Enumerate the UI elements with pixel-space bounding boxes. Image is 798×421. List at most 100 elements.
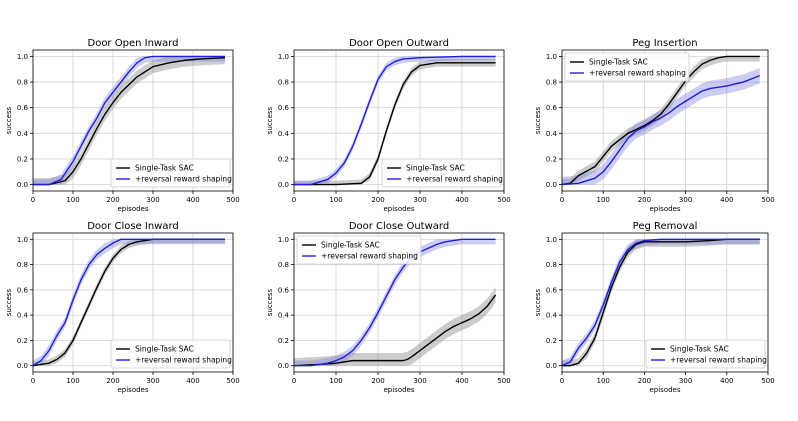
chart-panel-6: 0 100 200 300 400 500 0.0 0.2 0.4 0.6 0.8 1.0 Peg Re…: [534, 221, 775, 394]
y-tick-label: 0.8: [278, 261, 289, 269]
x-axis-label: episodes: [117, 386, 148, 394]
x-tick-label: 400: [455, 377, 468, 385]
chart-panel-4: 0 100 200 300 400 500 0.0 0.2 0.4 0.6 0.8 1.0 Door C…: [5, 221, 240, 394]
y-tick-label: 0.4: [278, 130, 290, 138]
series-line-1: [294, 62, 496, 186]
x-tick-label: 0: [560, 377, 564, 385]
series-band-2: [562, 67, 760, 185]
x-tick-label: 200: [638, 196, 651, 204]
chart-title: Door Open Outward: [349, 38, 449, 49]
legend: Single-Task SAC +reversal reward shaping: [645, 339, 767, 369]
legend-box: [110, 339, 231, 369]
y-tick-label: 0.6: [546, 104, 558, 112]
x-tick-label: 200: [371, 377, 384, 385]
y-tick-label: 0.8: [17, 79, 28, 87]
x-tick-label: 400: [720, 377, 733, 385]
x-tick-label: 300: [146, 196, 159, 204]
legend-label-2: +reversal reward shaping: [670, 356, 767, 365]
legend: Single-Task SAC +reversal reward shaping: [381, 158, 503, 188]
series-line-2: [33, 55, 225, 186]
x-tick-label: 300: [413, 196, 426, 204]
x-tick-label: 400: [186, 377, 199, 385]
series-line-1: [33, 56, 226, 186]
chart-title: Door Close Inward: [87, 221, 179, 232]
x-tick-label: 400: [455, 196, 468, 204]
plot-frame: [561, 49, 769, 192]
chart-title: Peg Insertion: [632, 38, 697, 49]
series-band-1: [562, 56, 760, 185]
y-tick-label: 0.6: [546, 286, 558, 294]
legend-label-1: Single-Task SAC: [670, 345, 729, 354]
legend-label-1: Single-Task SAC: [321, 241, 380, 250]
y-tick-label: 0.8: [546, 79, 557, 87]
y-tick-label: 0.2: [17, 155, 28, 163]
series-line-2: [294, 238, 496, 367]
x-tick-label: 200: [106, 196, 119, 204]
legend-label-2: +reversal reward shaping: [406, 175, 503, 184]
legend-box: [296, 235, 422, 265]
chart-panel-3: 0 100 200 300 400 500 0.0 0.2 0.4 0.6 0.8 1.0 Peg In…: [534, 38, 775, 213]
legend: Single-Task SAC +reversal reward shaping: [564, 52, 690, 82]
x-tick-label: 300: [679, 196, 692, 204]
plot-frame: [32, 49, 234, 192]
y-tick-label: 1.0: [17, 236, 28, 244]
y-tick-label: 0.2: [546, 337, 557, 345]
x-axis-label: episodes: [649, 205, 680, 213]
legend-box: [381, 158, 502, 188]
y-tick-label: 0.8: [17, 261, 28, 269]
x-tick-label: 100: [329, 377, 342, 385]
y-tick-label: 0.8: [278, 79, 289, 87]
x-tick-label: 500: [761, 377, 774, 385]
x-tick-label: 200: [371, 196, 384, 204]
y-tick-label: 0.4: [17, 312, 29, 320]
legend-label-1: Single-Task SAC: [135, 345, 194, 354]
y-tick-label: 0.0: [278, 362, 289, 370]
chart-panel-2: 0 100 200 300 400 500 0.0 0.2 0.4 0.6 0.8 1.0 Door O…: [266, 38, 511, 213]
y-tick-label: 0.0: [546, 181, 557, 189]
y-tick-label: 0.6: [17, 104, 29, 112]
legend-box: [110, 158, 231, 188]
x-axis-label: episodes: [383, 205, 414, 213]
y-axis-label: success: [5, 288, 13, 316]
legend-label-1: Single-Task SAC: [589, 58, 648, 67]
chart-title: Door Close Outward: [349, 221, 449, 232]
chart-title: Peg Removal: [633, 221, 698, 232]
x-tick-label: 500: [226, 377, 239, 385]
series-line-2: [561, 238, 760, 367]
legend-label-1: Single-Task SAC: [406, 164, 465, 173]
legend-label-2: +reversal reward shaping: [135, 175, 232, 184]
legend: Single-Task SAC +reversal reward shaping: [110, 158, 232, 188]
x-tick-label: 200: [638, 377, 651, 385]
chart-title: Door Open Inward: [88, 38, 179, 49]
legend-label-2: +reversal reward shaping: [135, 356, 232, 365]
legend-label-2: +reversal reward shaping: [321, 252, 418, 261]
x-tick-label: 300: [413, 377, 426, 385]
plot-frame: [293, 49, 505, 192]
chart-panel-5: 0 100 200 300 400 500 0.0 0.2 0.4 0.6 0.8 1.0 Door C…: [266, 221, 511, 394]
y-tick-label: 0.2: [278, 337, 289, 345]
x-tick-label: 100: [597, 377, 610, 385]
plot-frame: [561, 232, 769, 373]
x-tick-label: 300: [679, 377, 692, 385]
y-tick-label: 0.2: [17, 337, 28, 345]
legend-box: [645, 339, 766, 369]
y-tick-label: 0.2: [546, 155, 557, 163]
x-tick-label: 200: [106, 377, 119, 385]
y-tick-label: 0.4: [546, 312, 558, 320]
y-tick-label: 1.0: [278, 53, 289, 61]
y-tick-label: 0.4: [17, 130, 29, 138]
y-tick-label: 0.0: [17, 362, 28, 370]
x-tick-label: 500: [497, 196, 510, 204]
x-tick-label: 0: [31, 377, 35, 385]
y-tick-label: 1.0: [546, 53, 557, 61]
y-tick-label: 0.6: [278, 104, 290, 112]
series-band-1: [33, 56, 225, 185]
x-axis-label: episodes: [383, 386, 414, 394]
series-band-1: [294, 287, 496, 366]
x-tick-label: 100: [597, 196, 610, 204]
y-tick-label: 0.6: [17, 286, 29, 294]
y-tick-label: 0.0: [546, 362, 557, 370]
y-axis-label: success: [5, 106, 13, 134]
y-tick-label: 0.8: [546, 261, 557, 269]
